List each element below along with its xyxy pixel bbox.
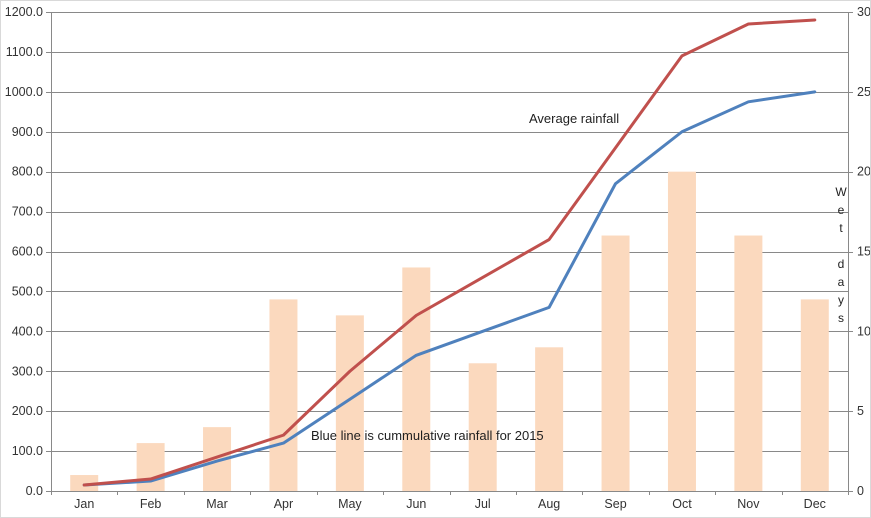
svg-text:800.0: 800.0 [12,165,43,179]
bar-jan [70,475,99,491]
svg-text:500.0: 500.0 [12,284,43,298]
annotation-average-rainfall: Average rainfall [529,111,620,126]
svg-text:Nov: Nov [737,497,760,511]
svg-text:20: 20 [857,165,871,179]
svg-text:700.0: 700.0 [12,205,43,219]
bar-may [335,315,364,491]
line-cumulative-rainfall-2015 [82,90,817,487]
svg-text:30: 30 [857,5,871,19]
svg-text:May: May [338,497,362,511]
bar-sep [601,235,630,491]
svg-text:1200.0: 1200.0 [5,5,43,19]
bar-apr [269,299,298,491]
annotation-blue-line-note: Blue line is cummulative rainfall for 20… [311,428,544,443]
bar-oct [667,171,696,491]
svg-text:0.0: 0.0 [26,484,43,498]
svg-text:300.0: 300.0 [12,364,43,378]
gridlines [51,12,848,492]
svg-text:0: 0 [857,484,864,498]
svg-text:Sep: Sep [604,497,626,511]
svg-text:200.0: 200.0 [12,404,43,418]
svg-text:Jan: Jan [74,497,94,511]
bar-dec [800,299,829,491]
svg-text:Mar: Mar [206,497,228,511]
bar-nov [734,235,763,491]
bar-jul [468,363,497,491]
svg-text:25: 25 [857,85,871,99]
bar-jun [402,267,431,491]
svg-text:Jun: Jun [406,497,426,511]
right-axis-title-wet-days: Wet days [834,185,848,329]
svg-text:1100.0: 1100.0 [6,45,43,59]
bar-aug [535,347,564,491]
x-axis-labels: Jan Feb Mar Apr May Jun Jul Aug Sep Oct Nov Dec [74,497,826,511]
svg-text:400.0: 400.0 [12,324,43,338]
svg-text:5: 5 [857,404,864,418]
svg-text:Feb: Feb [140,497,162,511]
line-average-rainfall [82,18,817,487]
svg-text:Aug: Aug [538,497,560,511]
left-axis-labels: 0.0 100.0 200.0 300.0 400.0 500.0 600.0 700.0 80… [5,5,43,498]
svg-text:900.0: 900.0 [12,125,43,139]
bar-feb [136,443,165,491]
svg-text:600.0: 600.0 [12,245,43,259]
svg-text:15: 15 [857,245,871,259]
svg-text:10: 10 [857,324,871,338]
axes [46,12,853,495]
svg-text:Jul: Jul [475,497,491,511]
svg-text:Oct: Oct [672,497,692,511]
right-axis-labels: 0 5 10 15 20 25 30 [857,5,871,498]
svg-text:100.0: 100.0 [12,444,43,458]
svg-text:Apr: Apr [274,497,293,511]
bar-series-wet-days [70,171,829,491]
svg-text:Dec: Dec [804,497,826,511]
svg-text:1000.0: 1000.0 [5,85,43,99]
